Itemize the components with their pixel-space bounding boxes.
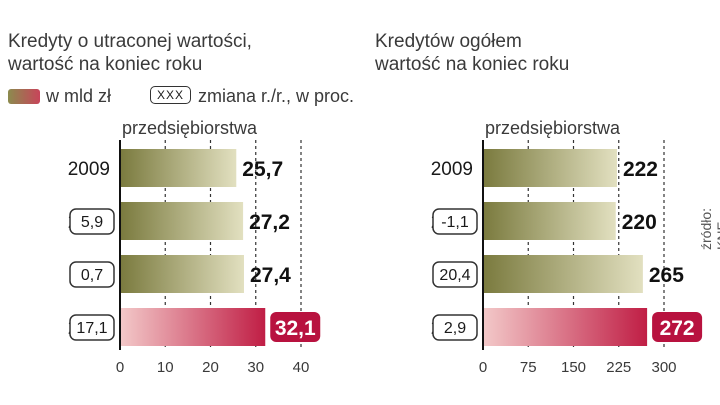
- right-tick-label: 0: [479, 359, 487, 376]
- right-chart-subtitle: przedsiębiorstwa: [485, 118, 621, 138]
- right-bar: [483, 255, 643, 293]
- right-bar: [483, 149, 617, 187]
- left-value-label: 27,2: [249, 211, 290, 234]
- left-tick-label: 30: [247, 359, 264, 376]
- left-value-label: 32,1: [275, 317, 316, 340]
- right-highlight-label-box: [652, 312, 703, 342]
- left-change-label: 0,7: [81, 267, 103, 284]
- right-change-label: -1,1: [441, 214, 469, 231]
- legend-change-box: XXX: [150, 86, 192, 104]
- right-bar: [483, 202, 616, 240]
- left-bar: [120, 202, 244, 240]
- right-change-box: [432, 208, 478, 235]
- left-change-box: [69, 261, 115, 288]
- left-bar: [120, 308, 266, 346]
- left-tick-label: 40: [293, 359, 310, 376]
- right-change-box: [432, 314, 478, 341]
- right-chart-title: Kredytów ogółem wartość na koniec roku: [375, 31, 570, 75]
- left-highlight-label-box: [270, 312, 321, 342]
- left-change-label: 5,9: [81, 214, 103, 231]
- right-value-label: 220: [622, 211, 657, 234]
- legend-change-label: zmiana r./r., w proc.: [198, 86, 355, 106]
- left-tick-label: 0: [116, 359, 124, 376]
- left-chart-subtitle: przedsiębiorstwa: [122, 118, 258, 138]
- right-year-label: 2009: [431, 159, 473, 180]
- right-tick-label: 225: [606, 359, 631, 376]
- right-change-box: [432, 261, 478, 288]
- left-value-label: 25,7: [242, 158, 283, 181]
- left-tick-label: 20: [202, 359, 219, 376]
- source-label: źródło: KNF: [698, 207, 720, 250]
- right-tick-label: 300: [651, 359, 676, 376]
- left-bar: [120, 255, 244, 293]
- right-bar: [483, 308, 648, 346]
- legend-color-swatch: [8, 89, 40, 104]
- left-year-label: 2009: [68, 159, 110, 180]
- right-value-label: 222: [623, 158, 658, 181]
- right-tick-label: 150: [561, 359, 586, 376]
- left-change-label: 17,1: [76, 320, 107, 337]
- left-value-label: 27,4: [250, 264, 291, 287]
- left-tick-label: 10: [157, 359, 174, 376]
- left-change-box: [69, 314, 115, 341]
- legend-unit-label: w mld zł: [46, 86, 112, 106]
- left-chart-title: Kredyty o utraconej wartości, wartość na…: [8, 31, 252, 75]
- right-value-label: 272: [660, 317, 695, 340]
- left-bar: [120, 149, 237, 187]
- right-tick-label: 75: [520, 359, 537, 376]
- right-change-label: 20,4: [439, 267, 470, 284]
- left-change-box: [69, 208, 115, 235]
- right-change-label: 2,9: [444, 320, 466, 337]
- right-value-label: 265: [649, 264, 684, 287]
